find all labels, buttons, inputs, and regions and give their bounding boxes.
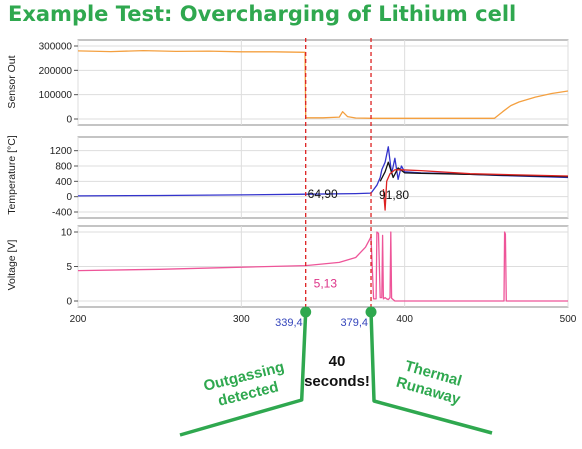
outgassing-callout-line [179, 311, 308, 437]
series-line-1 [77, 231, 568, 302]
y-tick-label: 200000 [39, 66, 73, 77]
page-title: Example Test: Overcharging of Lithium ce… [8, 2, 517, 26]
outgassing-time-label: 339,4 [275, 317, 303, 329]
runaway-time-label: 379,4 [340, 317, 368, 329]
chart-panel-1: 0 100000 200000 300000 Sensor Out [6, 39, 569, 126]
plot-frame [77, 39, 569, 126]
duration-callout-text: 40 seconds! [304, 353, 370, 390]
y-axis-label: Sensor Out [6, 55, 18, 108]
runaway-callout-text: ThermalRunaway [394, 356, 468, 408]
voltage-annotation: 5,13 [314, 277, 338, 291]
y-axis-label: Voltage [V] [6, 240, 18, 291]
chart-panel-3: 0 5 10 Voltage [V] 200 300 400 500 5,13 [6, 225, 577, 325]
y-tick-label: 400 [55, 177, 72, 188]
duration-callout-line1: 40 [329, 353, 346, 370]
series-line-3 [382, 169, 569, 211]
outgassing-callout-text: Outgassingdetected [202, 358, 291, 412]
x-tick-label: 300 [233, 314, 250, 325]
y-axis-label: Temperature [°C] [6, 135, 18, 215]
temperature-annotation: 91,80 [379, 188, 409, 202]
x-tick-label: 500 [560, 314, 577, 325]
x-tick-label: 400 [396, 314, 413, 325]
plot-frame [77, 136, 569, 219]
chart-panel-2: -400 0 400 800 1200 Temperature [°C] 64,90 91,8… [6, 135, 569, 219]
runaway-callout-line [369, 311, 493, 435]
duration-callout-line2: seconds! [304, 373, 370, 390]
x-tick-label: 200 [70, 314, 87, 325]
y-tick-label: 0 [66, 297, 72, 308]
y-tick-label: 0 [66, 192, 72, 203]
y-tick-label: 300000 [39, 42, 73, 53]
y-tick-label: 1200 [50, 146, 73, 157]
y-tick-label: 800 [55, 162, 72, 173]
temperature-annotation: 64,90 [308, 187, 338, 201]
series-line-1 [77, 49, 569, 119]
y-tick-label: 100000 [39, 90, 73, 101]
series-line-2 [379, 161, 569, 182]
y-tick-label: 0 [66, 115, 72, 126]
y-tick-label: -400 [52, 208, 72, 219]
y-tick-label: 10 [61, 228, 73, 239]
chart-panels: 0 100000 200000 300000 Sensor Out -400 0 400 800… [6, 39, 577, 325]
y-tick-label: 5 [66, 262, 72, 273]
callouts: Outgassingdetected 40 seconds! ThermalRunaw… [179, 311, 493, 437]
